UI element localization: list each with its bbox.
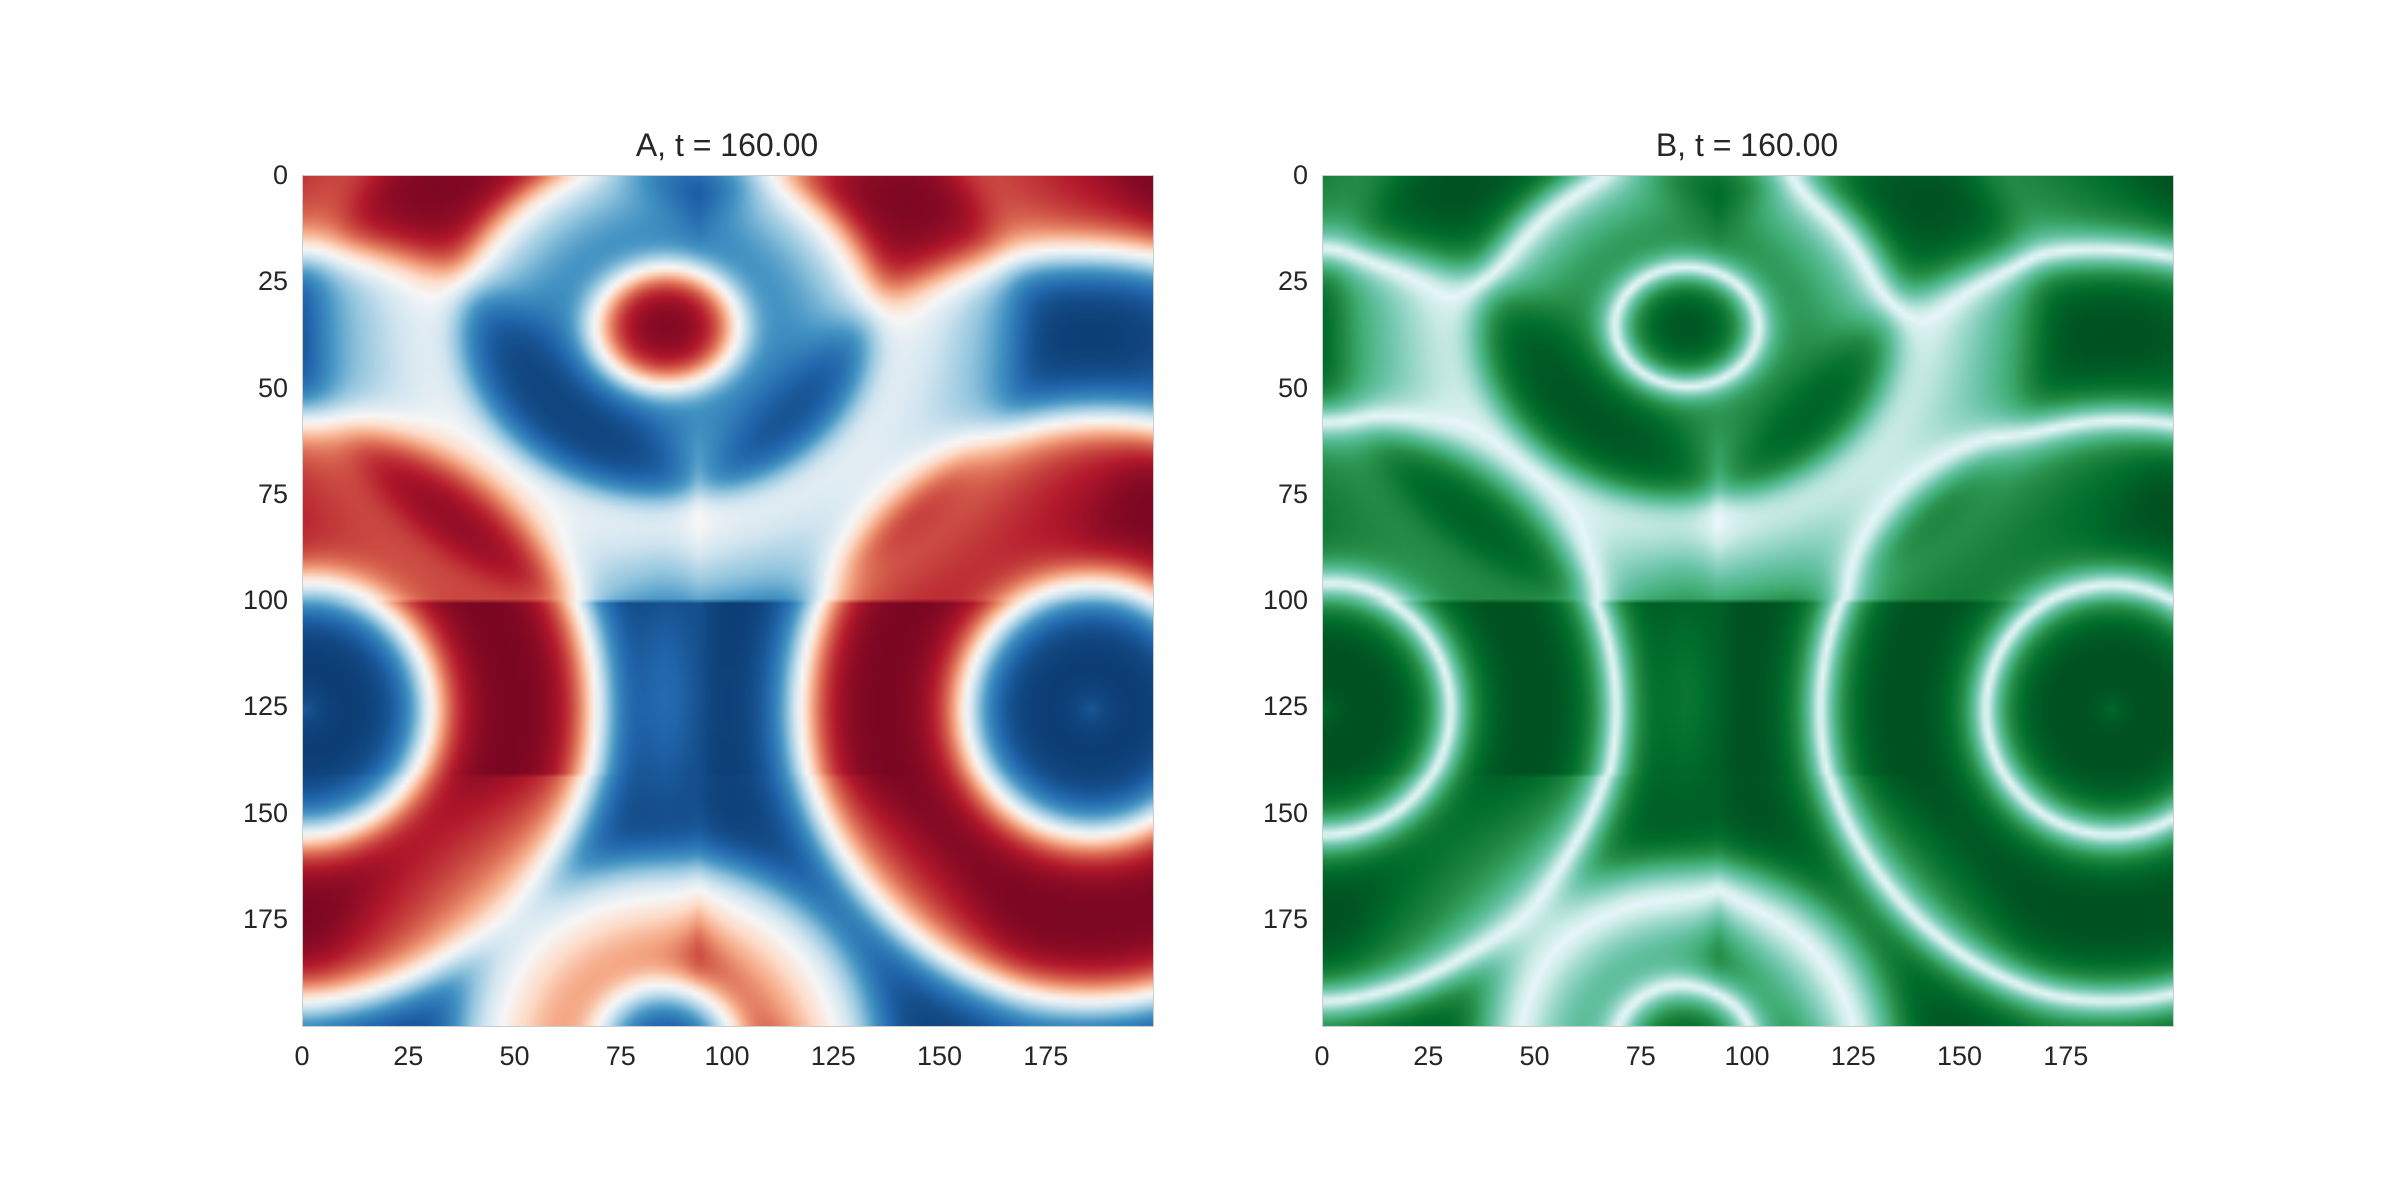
y-tick-label: 175 [242,903,288,934]
panel-b: B, t = 160.00 0 25 50 75 100 125 150 175 0 25 50 7… [1016,0,2216,1200]
x-tick-label: 150 [916,1041,963,1071]
x-tick-label: 175 [2043,1041,2089,1071]
y-tick-label: 75 [257,478,288,509]
y-tick-label: 175 [1262,903,1308,934]
y-tick-label: 100 [1262,585,1308,615]
x-tick-label: 100 [704,1041,750,1071]
y-tick-label: 0 [272,160,288,190]
x-tick-label: 50 [499,1041,530,1071]
y-tick-label: 75 [1277,478,1308,509]
x-tick-label: 0 [294,1041,310,1071]
y-tick-label: 100 [242,585,288,615]
panel-b-title: B, t = 160.00 [1655,127,1839,163]
y-tick-label: 25 [257,266,288,297]
panel-a: A, t = 160.00 0 25 50 75 100 125 150 175 0 25 50 7… [242,127,1154,1071]
x-tick-label: 125 [1830,1041,1876,1071]
x-tick-label: 25 [1413,1041,1444,1071]
y-tick-label: 150 [242,797,288,828]
x-tick-label: 125 [810,1041,856,1071]
heatmap-b [1322,175,2174,1027]
panel-a-title: A, t = 160.00 [635,127,819,163]
x-tick-label: 75 [1625,1041,1656,1071]
x-tick-label: 150 [1936,1041,1983,1071]
y-tick-label: 150 [1262,797,1308,828]
x-tick-label: 50 [1519,1041,1550,1071]
x-tick-label: 0 [1314,1041,1330,1071]
x-tick-label: 25 [393,1041,424,1071]
y-tick-label: 50 [257,372,288,403]
y-tick-label: 125 [1262,691,1308,722]
heatmap-a [302,175,1154,1027]
y-tick-label: 125 [242,691,288,722]
heatmap-b-canvas [1323,176,2173,1026]
heatmap-a-canvas [303,176,1153,1026]
x-tick-label: 100 [1724,1041,1770,1071]
x-tick-label: 75 [605,1041,636,1071]
y-tick-label: 0 [1292,160,1308,190]
y-tick-label: 25 [1277,266,1308,297]
y-tick-label: 50 [1277,372,1308,403]
x-tick-label: 175 [1023,1041,1069,1071]
